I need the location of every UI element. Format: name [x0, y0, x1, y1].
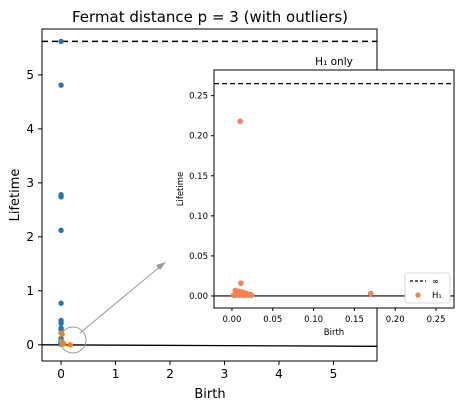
zoom-circle — [59, 326, 87, 354]
main-x-ticks: 0 1 2 3 4 5 — [57, 361, 337, 381]
inset-y-tick-label: 0.00 — [189, 292, 208, 302]
main-chart: Fermat distance p = 3 (with outliers) 0 1… — [8, 8, 378, 402]
legend-h1-swatch — [415, 292, 421, 298]
main-x-tick-label: 3 — [221, 367, 229, 381]
inset-point — [248, 292, 255, 298]
main-y-tick-label: 3 — [26, 176, 34, 190]
inset-point — [238, 280, 244, 286]
main-x-tick-label: 2 — [166, 367, 174, 381]
inset-point — [367, 290, 374, 297]
main-y-tick-label: 0 — [26, 338, 34, 352]
main-y-tick-label: 5 — [26, 68, 34, 82]
legend-h1-label: H₁ — [432, 291, 442, 301]
inset-x-tick-label: 0.25 — [427, 315, 446, 325]
inset-y-axis-label: Lifetime — [176, 172, 186, 207]
inset-plot-frame — [213, 69, 455, 309]
main-x-tick-label: 1 — [112, 367, 120, 381]
inset-x-tick-label: 0.00 — [222, 315, 241, 325]
inset-y-tick-label: 0.10 — [189, 212, 208, 222]
main-y-ticks: 0 1 2 3 4 5 — [26, 68, 42, 352]
main-diagonal-line — [41, 344, 378, 347]
main-y-tick-label: 2 — [26, 230, 34, 244]
main-x-tick-label: 4 — [275, 367, 283, 381]
main-point-series-0 — [58, 320, 64, 326]
inset-chart: H₁ only 0.00 0.05 0.10 0.15 0.20 0.25 0.000.0… — [176, 56, 455, 338]
inset-y-tick-label: 0.05 — [189, 252, 208, 262]
inset-y-tick-label: 0.25 — [189, 92, 208, 102]
inset-x-tick-label: 0.20 — [386, 315, 405, 325]
inset-legend: ∞ H₁ — [404, 272, 451, 304]
zoom-arrow-head — [156, 262, 166, 270]
inset-x-axis-label: Birth — [324, 328, 344, 338]
main-y-tick-label: 1 — [26, 284, 34, 298]
main-x-tick-label: 5 — [330, 367, 338, 381]
inset-point — [231, 292, 238, 299]
main-point-series-0 — [58, 38, 64, 45]
inset-y-ticks: 0.00 0.05 0.10 0.15 0.20 0.25 — [189, 92, 214, 302]
inset-x-tick-label: 0.15 — [345, 315, 364, 325]
inset-point — [237, 118, 243, 125]
inset-x-tick-label: 0.05 — [263, 315, 282, 325]
main-y-tick-label: 4 — [26, 122, 34, 136]
main-chart-title: Fermat distance p = 3 (with outliers) — [72, 8, 348, 26]
inset-points — [230, 118, 374, 299]
inset-y-tick-label: 0.20 — [189, 132, 208, 142]
inset-x-ticks: 0.00 0.05 0.10 0.15 0.20 0.25 — [222, 308, 446, 325]
main-point-series-0 — [58, 194, 64, 200]
legend-box — [404, 272, 451, 304]
main-point-series-0 — [58, 300, 64, 306]
main-point-series-0 — [58, 227, 64, 234]
zoom-arrow-line — [79, 264, 163, 334]
main-points — [58, 38, 74, 348]
main-y-axis-label: Lifetime — [8, 169, 23, 222]
inset-y-tick-label: 0.15 — [189, 172, 208, 182]
main-x-tick-label: 0 — [57, 367, 65, 381]
main-x-axis-label: Birth — [194, 387, 225, 402]
inset-x-tick-label: 0.10 — [304, 315, 323, 325]
inset-chart-title: H₁ only — [315, 56, 353, 68]
main-point-series-1 — [67, 342, 74, 348]
legend-infinity-label: ∞ — [432, 277, 439, 287]
main-point-series-0 — [58, 82, 64, 88]
